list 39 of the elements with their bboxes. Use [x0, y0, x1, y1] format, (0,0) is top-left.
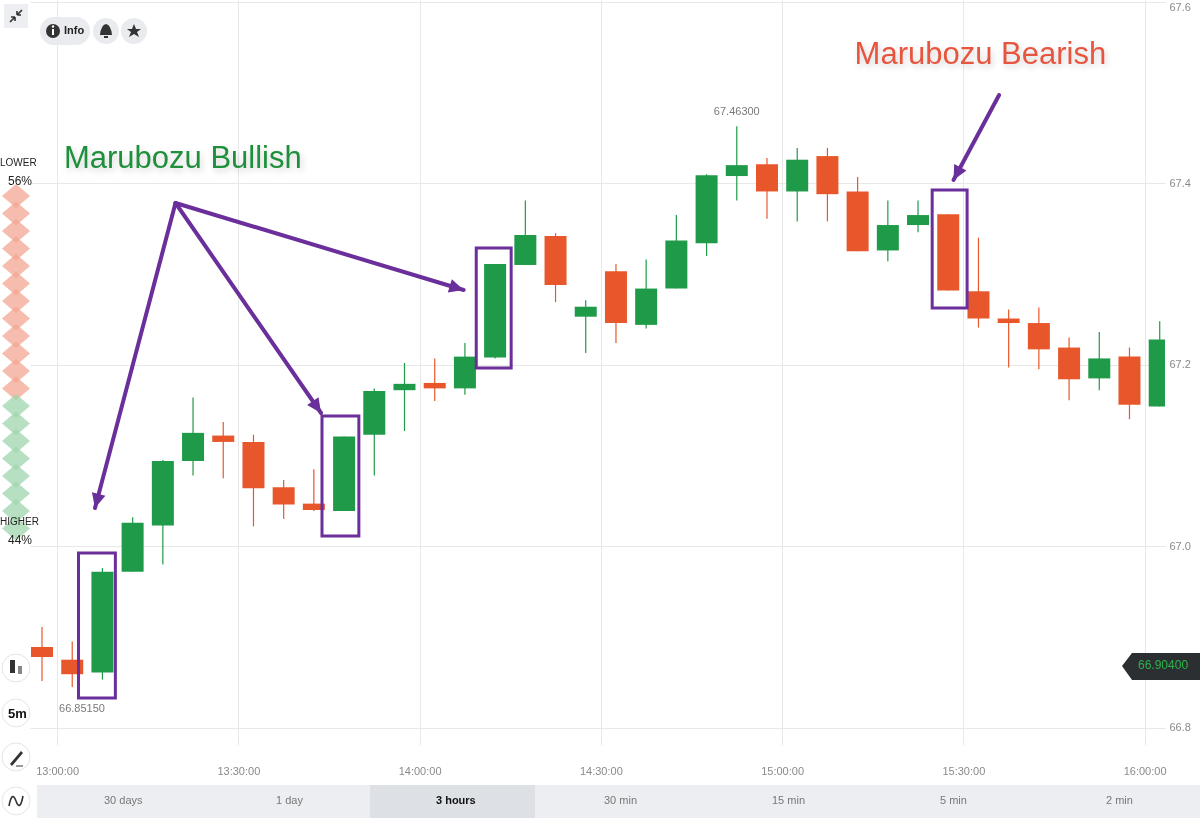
text: 56% — [8, 174, 33, 188]
y-tick-label: 67.4 — [1169, 176, 1191, 189]
candlestick — [574, 299, 597, 354]
text: 15 min — [772, 794, 806, 806]
annotation: 66.85150 — [59, 702, 105, 715]
y-tick-label: 66.8 — [1169, 721, 1191, 734]
annotation: HIGHER — [0, 516, 39, 527]
text: 30 days — [104, 794, 143, 806]
annotation: Info — [64, 24, 85, 36]
annotation: 66.90400 — [1138, 658, 1189, 672]
annotation: Marubozu Bullish — [63, 140, 302, 176]
text: 30 min — [604, 794, 638, 806]
candlestick — [393, 362, 416, 432]
x-tick-label: 13:30:00 — [217, 764, 261, 777]
y-tick-label: 67.2 — [1169, 358, 1191, 371]
candlestick — [272, 479, 295, 520]
candlestick — [31, 626, 53, 682]
text: 1 day — [276, 794, 303, 806]
x-tick-label: 16:00:00 — [1123, 764, 1167, 777]
candlestick — [212, 421, 235, 479]
x-tick-label: 15:30:00 — [942, 764, 986, 777]
x-tick-label: 14:00:00 — [398, 764, 442, 777]
y-tick-label: 67.0 — [1169, 539, 1191, 552]
annotation: 67.46300 — [713, 105, 760, 118]
annotation: Marubozu Bearish — [854, 36, 1107, 72]
y-tick-label: 67.6 — [1169, 1, 1191, 14]
x-tick-label: 14:30:00 — [579, 764, 623, 777]
candlestick — [725, 125, 748, 202]
text: 2 min — [1106, 794, 1133, 806]
x-tick-label: 15:00:00 — [761, 764, 805, 777]
text: 5m — [8, 706, 27, 721]
annotation: LOWER — [0, 157, 37, 168]
text: 5 min — [940, 794, 967, 806]
text: 3 hours — [436, 794, 476, 806]
candlestick — [423, 357, 446, 402]
x-tick-label: 13:00:00 — [36, 764, 80, 777]
candlestick — [1088, 331, 1111, 391]
candlestick — [907, 199, 930, 233]
text: 44% — [8, 533, 33, 547]
